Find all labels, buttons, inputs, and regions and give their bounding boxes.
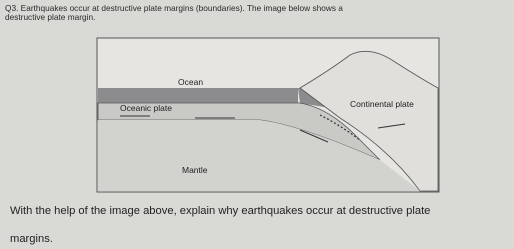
prompt-line: With the help of the image above, explai… <box>10 205 431 217</box>
arrow <box>299 129 329 143</box>
continental-plate <box>299 50 439 192</box>
label-ocean: Ocean <box>178 77 203 87</box>
label-continental-plate: Continental plate <box>350 99 414 109</box>
mantle <box>98 120 420 191</box>
ocean-water <box>98 88 298 103</box>
label-oceanic-plate: Oceanic plate <box>120 103 172 113</box>
label-mantle: Mantle <box>182 165 208 175</box>
arrow <box>377 123 406 129</box>
question-line: Q3. Earthquakes occur at destructive pla… <box>5 3 343 13</box>
question-line: destructive plate margin. <box>5 12 96 22</box>
prompt-line: margins. <box>10 233 53 245</box>
